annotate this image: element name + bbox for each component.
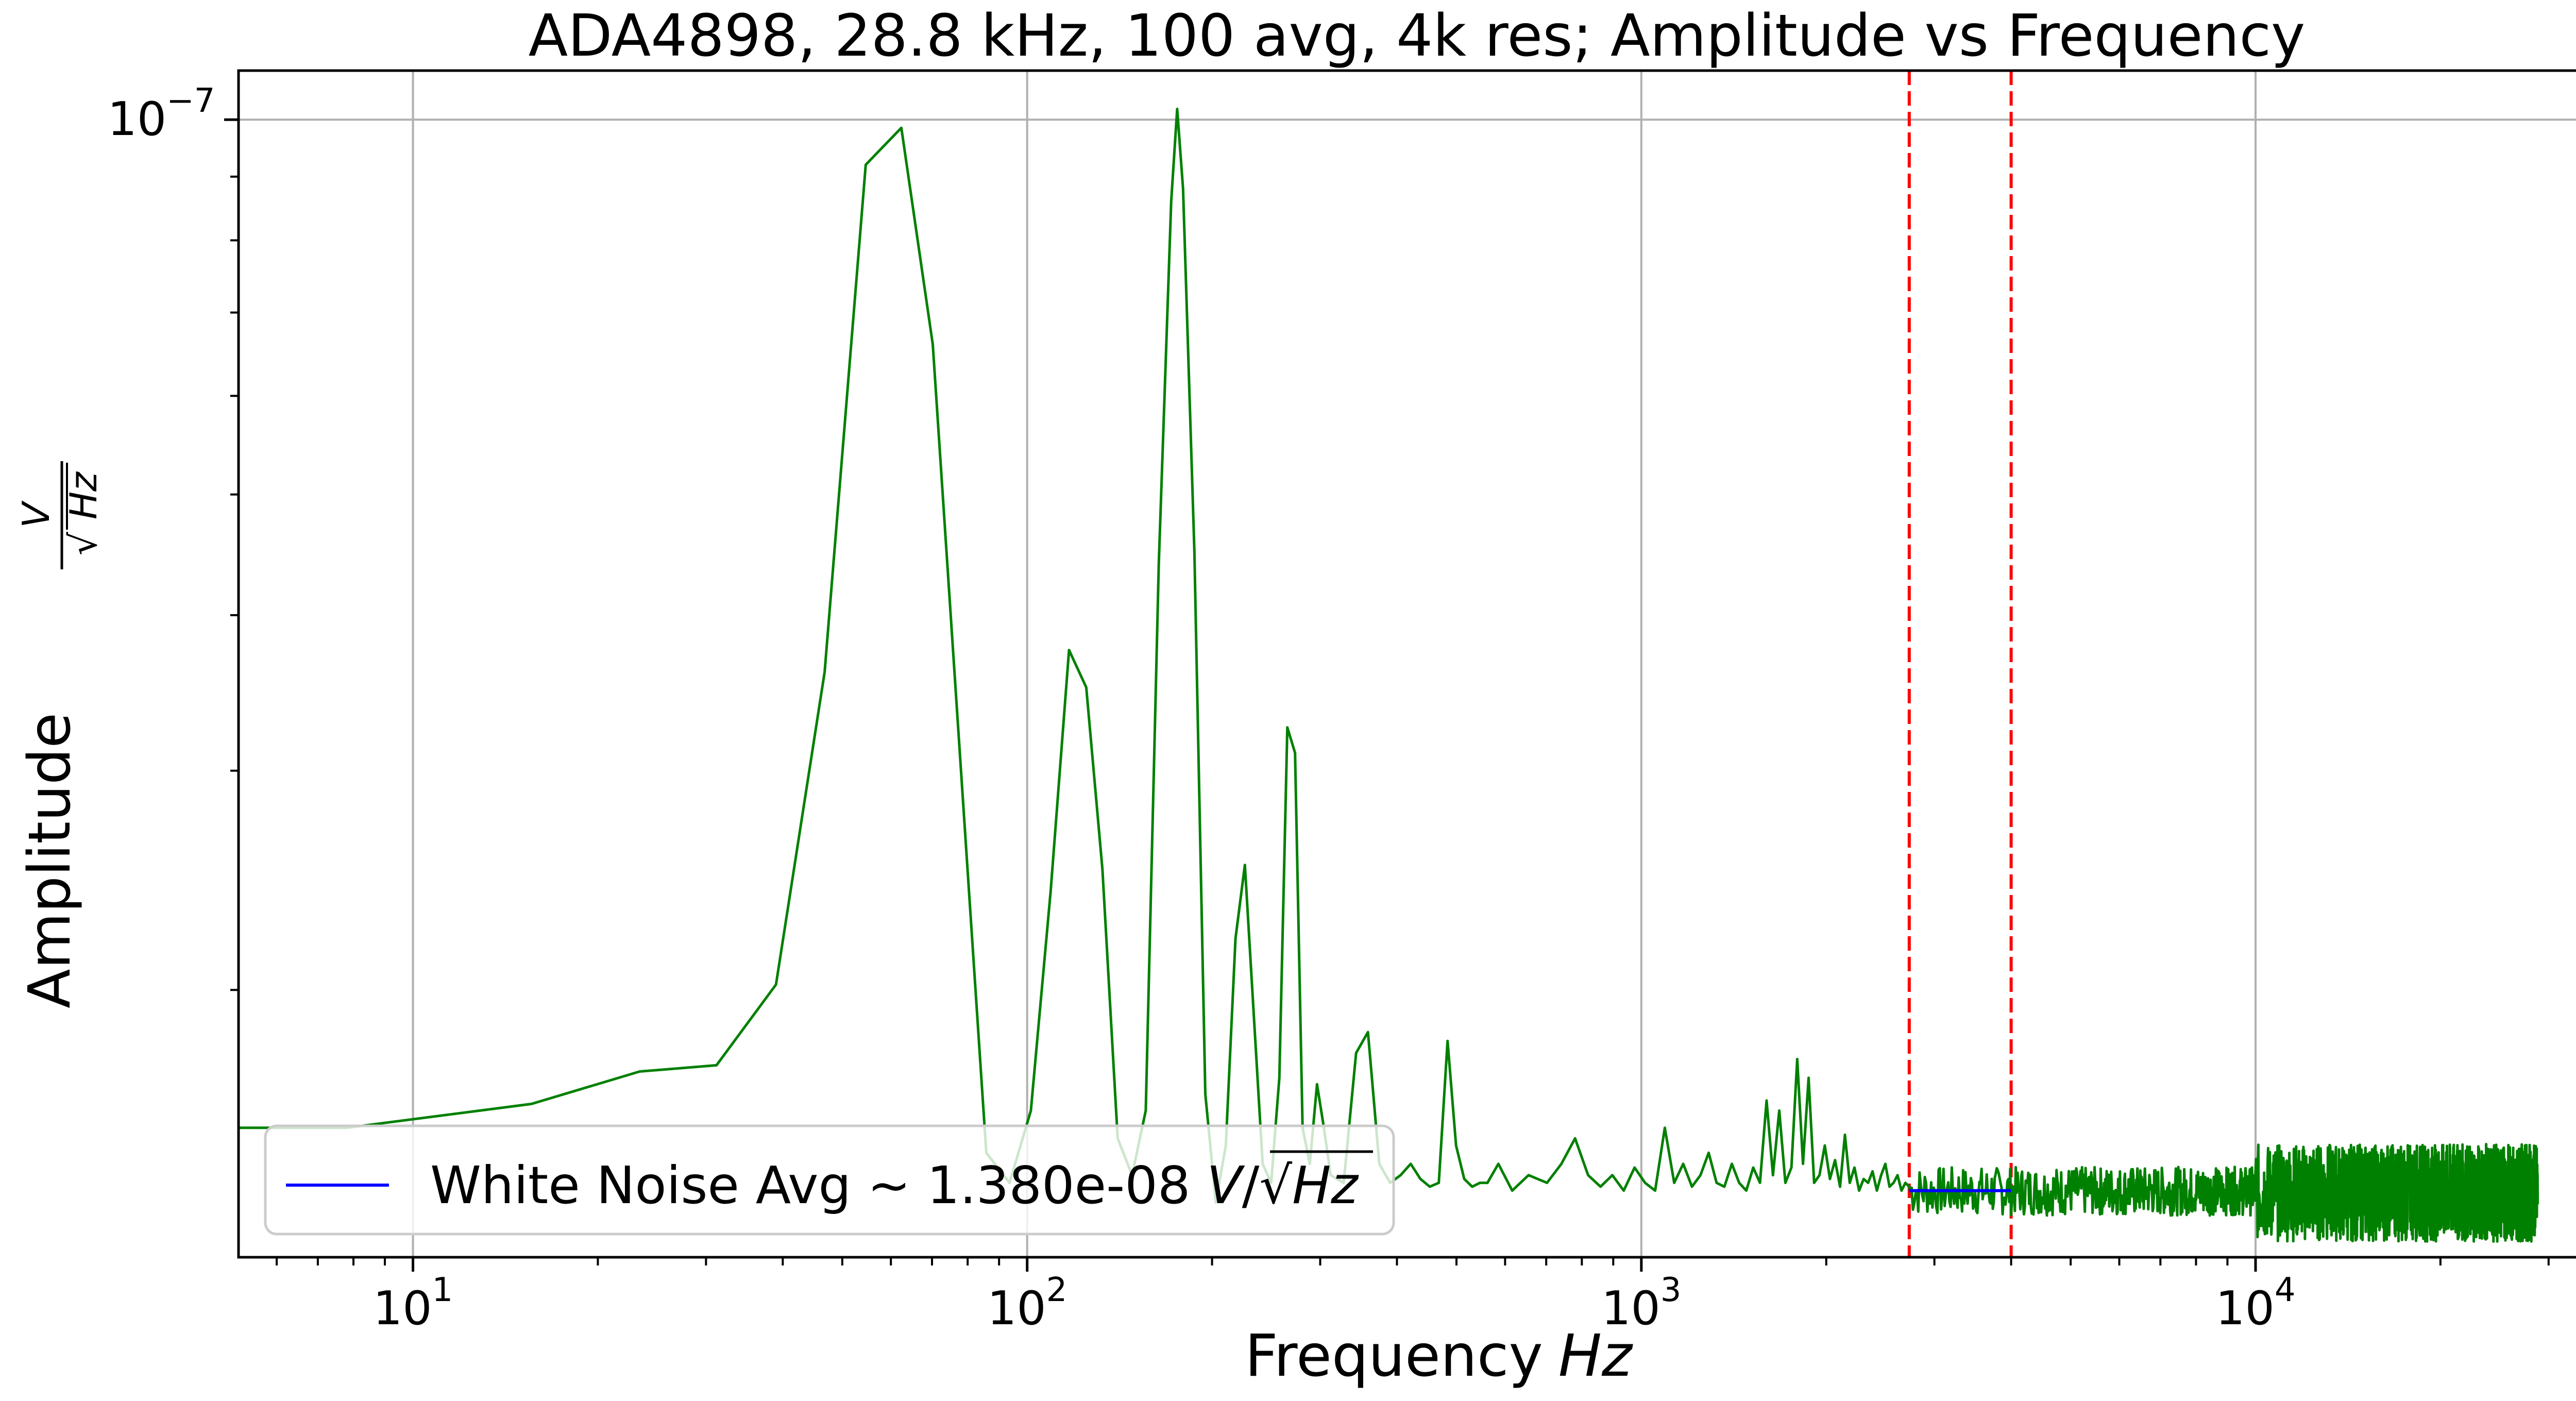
x-tick-label-exponent: 2: [1046, 1271, 1067, 1309]
x-axis-label-unit: Hz: [1558, 1323, 1633, 1390]
x-tick-label-base: 10: [1601, 1281, 1660, 1336]
legend-label-unit-slash: /√: [1242, 1155, 1293, 1216]
y-axis-label-text: Amplitude: [16, 713, 83, 1008]
plot-frame: [237, 69, 2576, 1259]
x-tick-label-base: 10: [987, 1281, 1046, 1336]
x-tick-label: 101: [373, 1271, 453, 1336]
y-axis-label: Amplitude V √ Hz: [14, 461, 105, 1008]
x-axis-label-text: Frequency: [1245, 1323, 1543, 1390]
y-axis-ticks: 10−7: [108, 82, 239, 991]
x-tick-label-exponent: 3: [1660, 1271, 1682, 1309]
x-axis-ticks: 101 102 103 104: [276, 1257, 2550, 1336]
grid-lines: [239, 71, 2576, 1257]
data-series: [239, 108, 2539, 1243]
x-axis-label: Frequency Hz: [1245, 1323, 1633, 1390]
chart-title: ADA4898, 28.8 kHz, 100 avg, 4k res; Ampl…: [529, 3, 2306, 70]
x-tick-label: 103: [1601, 1271, 1681, 1336]
y-tick-label-base: 10: [108, 92, 167, 146]
legend-label-unit-denominator: Hz: [1292, 1155, 1359, 1216]
x-tick-label: 104: [2215, 1271, 2295, 1336]
vertical-markers: [1907, 71, 2013, 1257]
amplitude-series-line: [239, 108, 2539, 1243]
x-tick-label-exponent: 4: [2275, 1271, 2296, 1309]
legend: White Noise Avg ~ 1.380e-08 V/√Hz: [264, 1124, 1395, 1236]
legend-label-unit-numerator: V: [1207, 1155, 1245, 1216]
y-axis-unit-numerator: V: [14, 500, 58, 528]
legend-label: White Noise Avg ~ 1.380e-08 V/√Hz: [430, 1155, 1359, 1216]
x-tick-label-exponent: 1: [432, 1271, 453, 1309]
x-tick-label: 102: [987, 1271, 1067, 1336]
y-tick-label-exponent: −7: [166, 82, 215, 120]
x-tick-label-base: 10: [2215, 1281, 2275, 1336]
legend-label-text: White Noise Avg ~ 1.380e-08: [430, 1155, 1207, 1216]
y-tick-label: 10−7: [108, 82, 215, 146]
y-axis-unit-root-sign: √: [62, 532, 105, 555]
y-axis-unit-fraction: V √ Hz: [14, 461, 105, 569]
legend-box: [264, 1124, 1395, 1236]
y-axis-unit-denominator: Hz: [62, 471, 105, 519]
x-tick-label-base: 10: [373, 1281, 432, 1336]
